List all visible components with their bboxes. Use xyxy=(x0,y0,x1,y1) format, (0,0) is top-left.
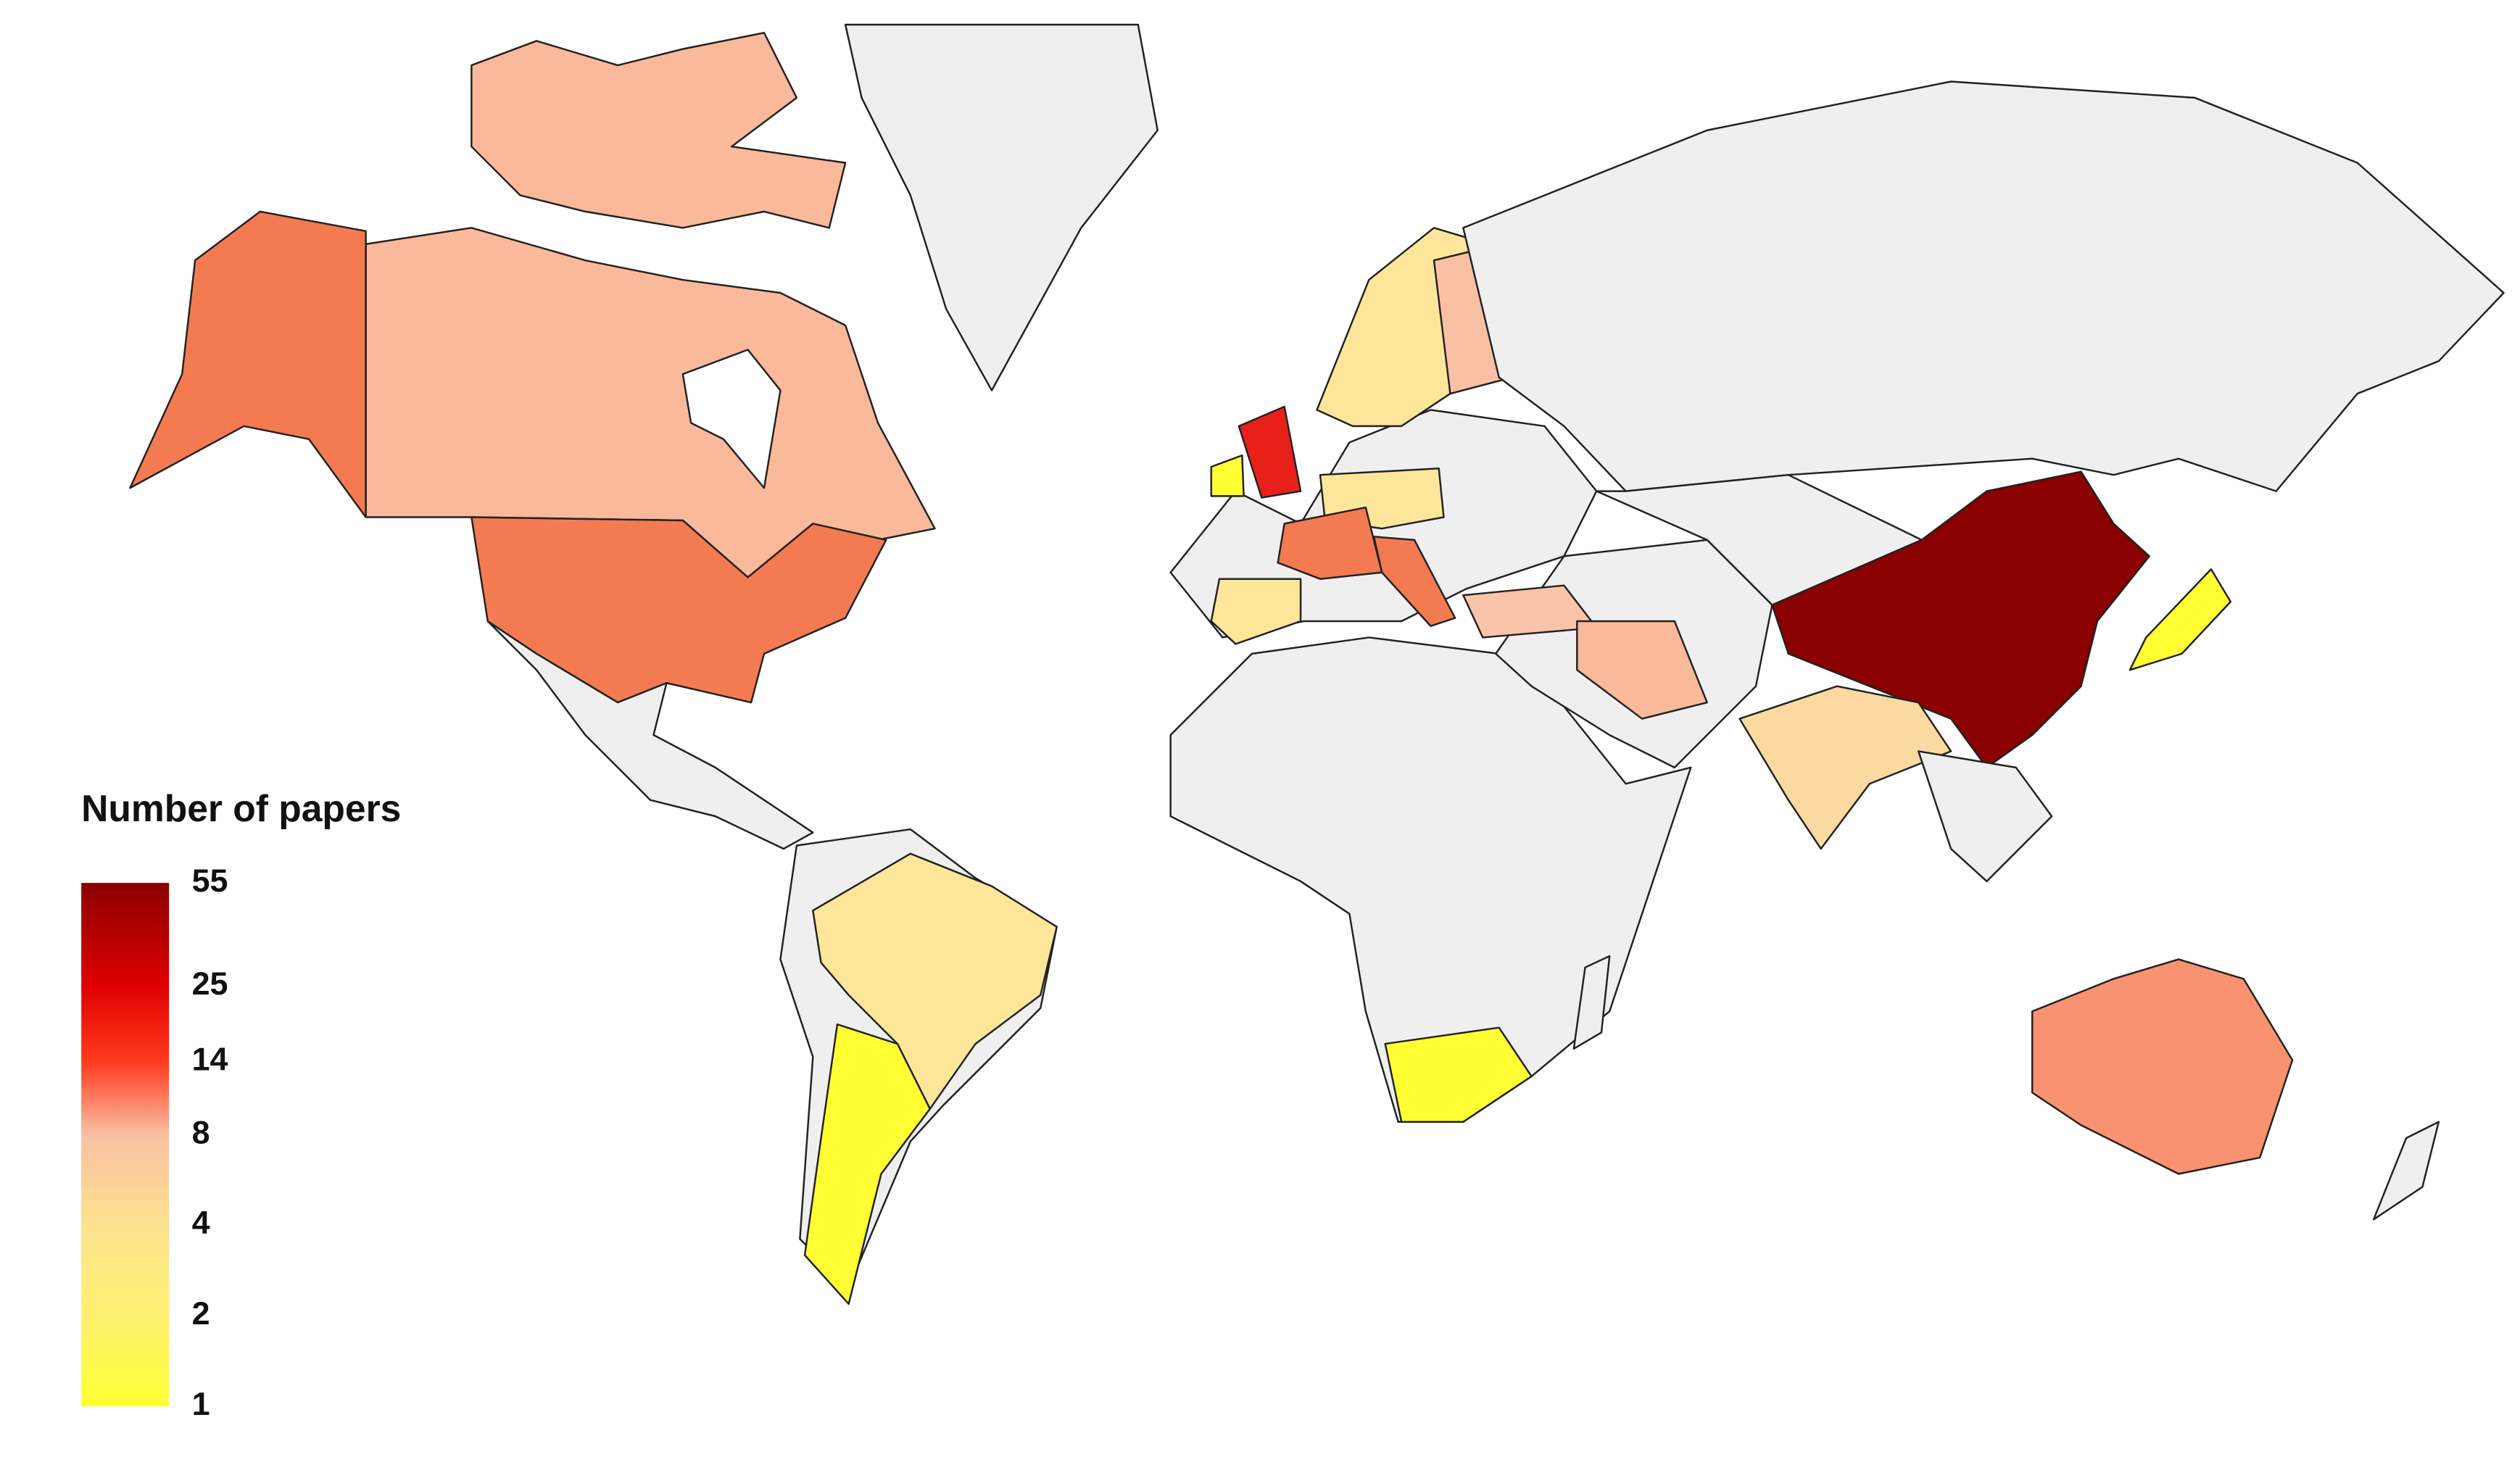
colorbar-tick-label: 55 xyxy=(192,862,228,899)
brazil xyxy=(812,852,1058,1110)
france xyxy=(1277,506,1383,580)
south-africa xyxy=(1384,1026,1533,1123)
colorbar-tick-label: 8 xyxy=(192,1113,210,1150)
usa xyxy=(471,516,887,704)
spain xyxy=(1210,578,1302,645)
new-zealand xyxy=(2372,1121,2440,1221)
ireland xyxy=(1210,454,1245,497)
argentina xyxy=(803,1023,931,1305)
colorbar-tick-label: 4 xyxy=(192,1204,210,1241)
southeast-asia xyxy=(1918,750,2053,883)
japan xyxy=(2129,568,2232,671)
italy xyxy=(1372,536,1456,627)
uk xyxy=(1238,405,1302,499)
alaska xyxy=(129,210,367,518)
australia xyxy=(2031,958,2294,1175)
mexico-central-america xyxy=(486,620,814,850)
russia xyxy=(1462,80,2505,492)
china xyxy=(1771,470,2150,769)
countries xyxy=(129,23,2505,1305)
greenland xyxy=(844,23,1159,391)
legend: Number of papers 55 25 14 8 4 2 1 xyxy=(81,787,401,1422)
iran xyxy=(1576,620,1708,720)
canada-islands xyxy=(471,31,847,229)
madagascar xyxy=(1572,955,1611,1050)
africa xyxy=(1169,636,1692,1123)
colorbar-tick-label: 25 xyxy=(192,965,228,1002)
colorbar-tick-label: 2 xyxy=(192,1295,210,1332)
hudson-bay xyxy=(681,349,782,489)
colorbar xyxy=(81,883,170,1407)
india xyxy=(1738,685,1952,850)
legend-title: Number of papers xyxy=(81,787,401,829)
colorbar-tick-label: 1 xyxy=(192,1385,210,1422)
colorbar-tick-label: 14 xyxy=(192,1040,228,1077)
